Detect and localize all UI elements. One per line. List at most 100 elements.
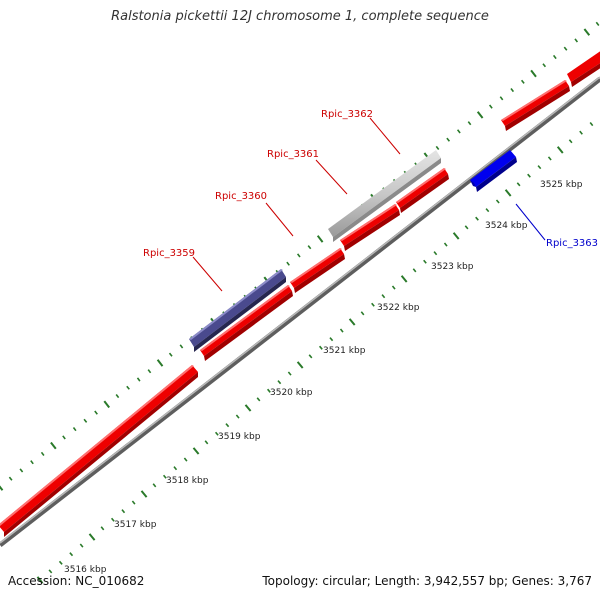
tick-mark: [520, 79, 525, 84]
tick-mark: [83, 418, 88, 423]
tick-mark: [348, 318, 356, 326]
gene-label-rpic-3360[interactable]: Rpic_3360: [215, 191, 267, 202]
tick-mark: [329, 337, 334, 342]
tick-mark: [516, 182, 521, 187]
tick-mark: [266, 388, 271, 393]
scale-label: 3518 kbp: [166, 476, 209, 486]
tick-mark: [316, 235, 324, 243]
tick-mark: [452, 232, 460, 240]
scale-label: 3524 kbp: [485, 221, 528, 231]
tick-mark: [121, 509, 126, 514]
label-leaders: [192, 117, 546, 292]
tick-mark: [579, 130, 583, 135]
tick-mark: [136, 377, 141, 382]
gene-arrow-red[interactable]: [200, 285, 293, 361]
tick-mark: [391, 285, 396, 290]
tick-mark: [287, 371, 292, 376]
gene-label-rpic-3362[interactable]: Rpic_3362: [321, 109, 373, 120]
tick-mark: [156, 359, 164, 367]
gene-arrow-blue[interactable]: [470, 150, 517, 192]
gene-bar-gray[interactable]: [328, 150, 441, 242]
tick-mark: [152, 483, 157, 488]
tick-mark: [488, 104, 493, 109]
gene-arrow-red[interactable]: [501, 80, 570, 131]
tick-mark: [556, 146, 564, 154]
tick-mark: [36, 576, 44, 584]
gene-arrow-red[interactable]: [567, 50, 600, 87]
tick-mark: [30, 460, 34, 465]
outer-tick-ring: [0, 21, 600, 491]
scale-label: 3517 kbp: [114, 520, 157, 530]
tick-mark: [140, 490, 148, 498]
tick-mark: [72, 427, 77, 432]
tick-mark: [499, 96, 504, 101]
tick-mark: [147, 369, 152, 374]
gene-arrow-red[interactable]: [340, 204, 400, 251]
tick-mark: [296, 253, 301, 258]
tick-mark: [381, 294, 386, 299]
tick-mark: [476, 111, 484, 119]
tick-mark: [0, 485, 4, 491]
tick-mark: [308, 354, 313, 359]
tick-mark: [464, 225, 469, 230]
tick-mark: [286, 261, 290, 266]
tick-mark: [225, 423, 230, 428]
gene-arrow-red[interactable]: [290, 248, 345, 293]
tick-mark: [69, 552, 74, 557]
tick-mark: [568, 139, 573, 144]
tick-mark: [360, 311, 365, 316]
tick-mark: [400, 275, 408, 283]
tick-mark: [19, 468, 24, 473]
tick-mark: [214, 431, 219, 436]
tick-mark: [412, 268, 417, 273]
tick-mark: [423, 259, 427, 264]
gene-bar-purple[interactable]: [189, 269, 286, 352]
map-title: Ralstonia pickettii 12J chromosome 1, co…: [111, 9, 489, 24]
scale-labels: 3516 kbp 3517 kbp 3518 kbp 3519 kbp 3520…: [64, 180, 583, 575]
tick-mark: [530, 69, 537, 78]
tick-mark: [131, 500, 136, 505]
tick-mark: [563, 46, 568, 51]
gene-label-rpic-3361[interactable]: Rpic_3361: [267, 149, 319, 160]
inner-tick-ring: [36, 121, 594, 584]
tick-mark: [583, 28, 591, 36]
gene-arrow-red[interactable]: [0, 365, 198, 537]
tick-mark: [256, 397, 261, 402]
forward-genes: [0, 50, 600, 537]
tick-mark: [115, 394, 120, 399]
gene-label-rpic-3359[interactable]: Rpic_3359: [143, 248, 195, 259]
tick-mark: [433, 251, 438, 256]
tick-mark: [456, 129, 461, 134]
tick-mark: [192, 447, 200, 455]
tick-mark: [537, 165, 542, 170]
scale-label: 3519 kbp: [218, 432, 261, 442]
gene-arrow-red[interactable]: [396, 168, 449, 213]
tick-mark: [235, 414, 240, 419]
tick-mark: [485, 208, 490, 213]
tick-mark: [510, 88, 515, 93]
tick-mark: [8, 476, 13, 481]
tick-mark: [475, 216, 479, 221]
tick-mark: [552, 54, 557, 60]
outer-track-genes: [189, 150, 441, 352]
scale-label: 3521 kbp: [323, 346, 366, 356]
chromosome-backbone: [0, 76, 600, 547]
gene-label-rpic-3363[interactable]: Rpic_3363: [546, 238, 598, 249]
accession-text: Accession: NC_010682: [8, 574, 145, 588]
tick-mark: [371, 302, 375, 307]
tick-mark: [277, 380, 282, 385]
reverse-genes: [470, 150, 517, 192]
tick-mark: [547, 156, 552, 161]
tick-mark: [173, 466, 178, 471]
tick-mark: [79, 543, 84, 548]
tick-mark: [446, 137, 451, 142]
tick-mark: [88, 533, 96, 541]
tick-mark: [296, 361, 304, 369]
scale-label: 3516 kbp: [64, 565, 107, 575]
scale-label: 3523 kbp: [431, 262, 474, 272]
tick-mark: [595, 21, 600, 26]
tick-mark: [162, 474, 167, 479]
tick-mark: [467, 121, 472, 126]
tick-mark: [542, 63, 547, 68]
